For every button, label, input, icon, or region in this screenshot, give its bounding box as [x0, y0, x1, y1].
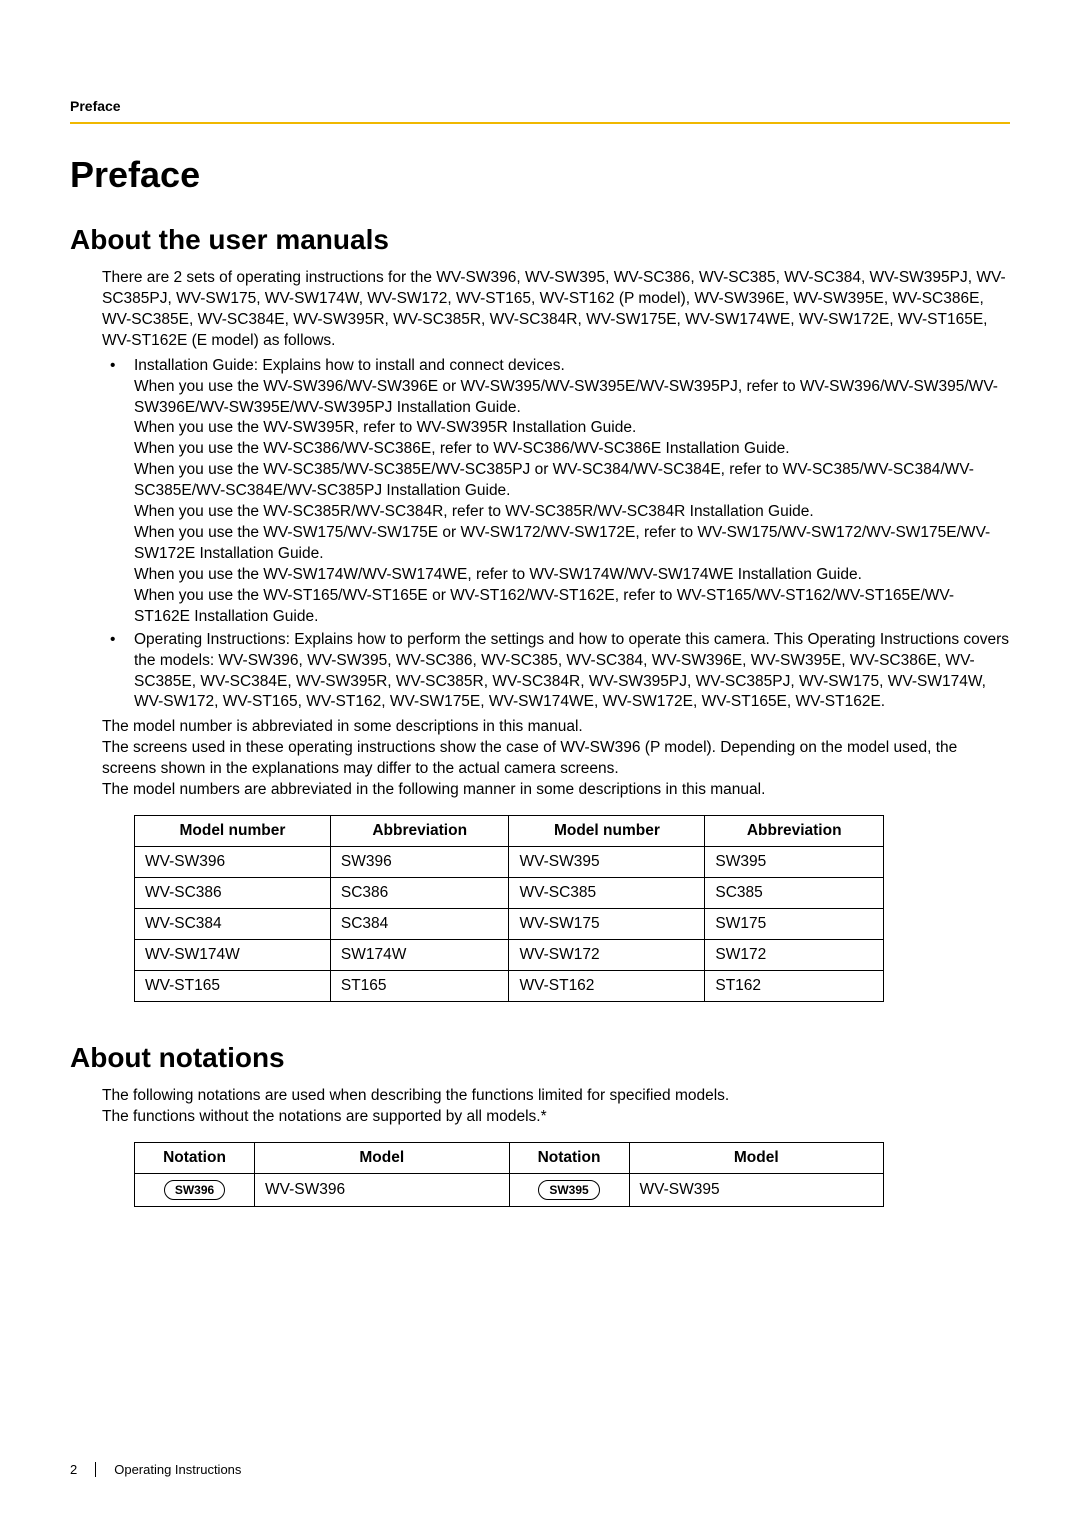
- table-header: Notation: [135, 1142, 255, 1173]
- header-rule: [70, 122, 1010, 124]
- table-row: SW396 WV-SW396 SW395 WV-SW395: [135, 1173, 884, 1206]
- table-row: WV-SW396 SW396 WV-SW395 SW395: [135, 847, 884, 878]
- table-cell: WV-SW395: [629, 1173, 884, 1206]
- list-item: Installation Guide: Explains how to inst…: [102, 356, 1010, 628]
- list-item: Operating Instructions: Explains how to …: [102, 630, 1010, 714]
- header-label: Preface: [70, 98, 1010, 114]
- table-header: Notation: [509, 1142, 629, 1173]
- table-cell: WV-SW174W: [135, 940, 331, 971]
- table-header: Abbreviation: [330, 816, 509, 847]
- table-row: WV-ST165 ST165 WV-ST162 ST162: [135, 971, 884, 1002]
- table-header: Abbreviation: [705, 816, 884, 847]
- notations-intro: The following notations are used when de…: [102, 1086, 1010, 1128]
- table-row: WV-SC386 SC386 WV-SC385 SC385: [135, 878, 884, 909]
- table-cell: SW395: [509, 1173, 629, 1206]
- table-header: Model number: [135, 816, 331, 847]
- table-cell: SW174W: [330, 940, 509, 971]
- table-cell: ST162: [705, 971, 884, 1002]
- table-header: Model: [255, 1142, 510, 1173]
- notation-pill: SW395: [538, 1180, 599, 1200]
- table-header: Model: [629, 1142, 884, 1173]
- abbreviation-table: Model number Abbreviation Model number A…: [134, 815, 884, 1002]
- manuals-intro: There are 2 sets of operating instructio…: [102, 268, 1010, 352]
- table-cell: WV-SC384: [135, 909, 331, 940]
- manuals-bullet-list: Installation Guide: Explains how to inst…: [102, 356, 1010, 714]
- manuals-after-text: The model number is abbreviated in some …: [102, 717, 1010, 801]
- notation-pill: SW396: [164, 1180, 225, 1200]
- section-heading-notations: About notations: [70, 1042, 1010, 1074]
- table-cell: SC385: [705, 878, 884, 909]
- table-row: Notation Model Notation Model: [135, 1142, 884, 1173]
- table-cell: SW396: [135, 1173, 255, 1206]
- table-cell: WV-SW396: [135, 847, 331, 878]
- table-row: Model number Abbreviation Model number A…: [135, 816, 884, 847]
- page-title: Preface: [70, 154, 1010, 196]
- table-cell: WV-ST162: [509, 971, 705, 1002]
- table-cell: WV-SW395: [509, 847, 705, 878]
- table-cell: WV-SC386: [135, 878, 331, 909]
- table-cell: WV-SW396: [255, 1173, 510, 1206]
- table-cell: ST165: [330, 971, 509, 1002]
- table-cell: SW396: [330, 847, 509, 878]
- footer-label: Operating Instructions: [114, 1462, 241, 1477]
- table-cell: SW395: [705, 847, 884, 878]
- table-cell: WV-SW172: [509, 940, 705, 971]
- table-cell: WV-SC385: [509, 878, 705, 909]
- table-cell: SW175: [705, 909, 884, 940]
- notation-table: Notation Model Notation Model SW396 WV-S…: [134, 1142, 884, 1207]
- page-footer: 2 Operating Instructions: [70, 1462, 241, 1477]
- section-heading-manuals: About the user manuals: [70, 224, 1010, 256]
- table-cell: SW172: [705, 940, 884, 971]
- table-cell: WV-ST165: [135, 971, 331, 1002]
- table-header: Model number: [509, 816, 705, 847]
- table-cell: SC384: [330, 909, 509, 940]
- table-row: WV-SW174W SW174W WV-SW172 SW172: [135, 940, 884, 971]
- table-cell: WV-SW175: [509, 909, 705, 940]
- page-number: 2: [70, 1462, 96, 1477]
- table-row: WV-SC384 SC384 WV-SW175 SW175: [135, 909, 884, 940]
- table-cell: SC386: [330, 878, 509, 909]
